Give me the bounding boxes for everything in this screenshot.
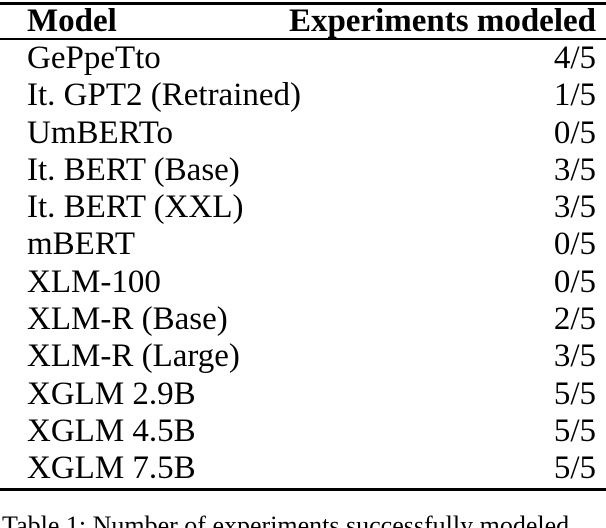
experiments-cell: 3/5: [553, 151, 596, 188]
table-row: It. BERT (Base) 3/5: [0, 152, 606, 189]
model-cell: mBERT: [27, 226, 136, 263]
column-header-experiments: Experiments modeled: [288, 3, 596, 39]
experiments-cell: 0/5: [553, 114, 596, 151]
table-row: It. BERT (XXL) 3/5: [0, 189, 606, 226]
experiments-cell: 4/5: [553, 40, 596, 76]
column-header-model: Model: [27, 3, 117, 39]
experiments-cell: 0/5: [553, 226, 596, 263]
experiments-cell: 1/5: [553, 77, 596, 114]
model-cell: XGLM 2.9B: [27, 375, 196, 412]
table-row: UmBERTo 0/5: [0, 115, 606, 152]
model-cell: GePpeTto: [27, 40, 161, 76]
table-header-row: Model Experiments modeled: [0, 5, 606, 38]
table-row: GePpeTto 4/5: [0, 40, 606, 77]
model-cell: XLM-R (Large): [27, 338, 240, 375]
table-row: XGLM 7.5B 5/5: [0, 450, 606, 487]
table-row: mBERT 0/5: [0, 226, 606, 263]
table-row: XGLM 4.5B 5/5: [0, 413, 606, 450]
experiments-cell: 3/5: [553, 338, 596, 375]
model-cell: It. GPT2 (Retrained): [27, 77, 302, 114]
model-cell: It. BERT (Base): [27, 151, 240, 188]
model-cell: UmBERTo: [27, 114, 174, 151]
experiments-cell: 3/5: [553, 189, 596, 226]
table-row: XLM-R (Base) 2/5: [0, 301, 606, 338]
model-cell: XGLM 4.5B: [27, 412, 196, 449]
model-cell: XLM-R (Base): [27, 301, 228, 338]
experiments-cell: 0/5: [553, 263, 596, 300]
model-cell: It. BERT (XXL): [27, 189, 244, 226]
table-row: XGLM 2.9B 5/5: [0, 376, 606, 413]
experiments-cell: 2/5: [553, 301, 596, 338]
table-caption: Table 1: Number of experiments successfu…: [2, 510, 570, 528]
table-row: It. GPT2 (Retrained) 1/5: [0, 77, 606, 114]
model-cell: XLM-100: [27, 263, 161, 300]
table-bottom-rule: [0, 487, 606, 491]
table-row: XLM-100 0/5: [0, 264, 606, 301]
experiments-cell: 5/5: [553, 375, 596, 412]
experiments-cell: 5/5: [553, 412, 596, 449]
model-cell: XGLM 7.5B: [27, 450, 196, 487]
table-top-rule: [0, 2, 606, 5]
table-body: GePpeTto 4/5 It. GPT2 (Retrained) 1/5 Um…: [0, 40, 606, 488]
table-row: XLM-R (Large) 3/5: [0, 338, 606, 375]
experiments-cell: 5/5: [553, 450, 596, 487]
table-mid-rule: [0, 38, 606, 40]
